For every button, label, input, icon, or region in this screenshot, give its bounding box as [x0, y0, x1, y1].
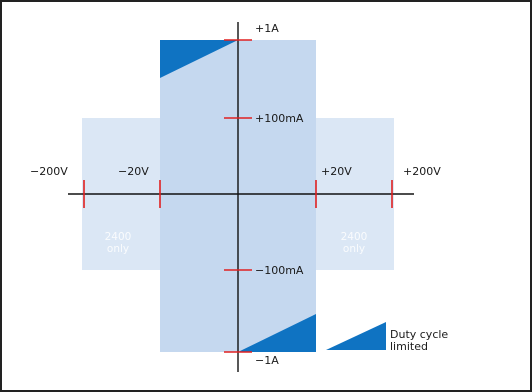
- label-i-neg-1a: −1A: [255, 354, 279, 367]
- legend-duty-triangle: [326, 322, 386, 350]
- region-right-label-line1: 2400: [341, 231, 368, 243]
- label-v-neg-20: −20V: [118, 165, 149, 178]
- label-i-pos-100ma: +100mA: [255, 112, 304, 125]
- label-v-pos-200: +200V: [403, 165, 441, 178]
- label-v-neg-200: −200V: [30, 165, 68, 178]
- region-right-label-line2: only: [343, 243, 365, 255]
- label-i-neg-100ma: −100mA: [255, 264, 304, 277]
- legend-text-line1: Duty cycle: [390, 328, 448, 341]
- region-left-label-line1: 2400: [105, 231, 132, 243]
- region-left-label-line2: only: [107, 243, 129, 255]
- label-v-pos-20: +20V: [321, 165, 352, 178]
- legend-text-line2: limited: [390, 340, 428, 353]
- duty-triangle-bottom-right: [238, 314, 316, 352]
- label-i-pos-1a: +1A: [255, 22, 279, 35]
- duty-triangle-top-left: [160, 40, 238, 78]
